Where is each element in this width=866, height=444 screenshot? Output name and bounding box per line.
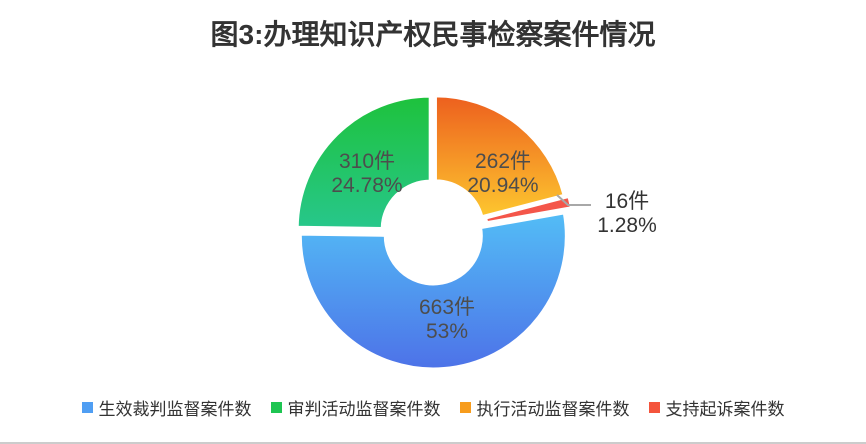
slice-label-1: 310件 24.78% <box>331 150 402 197</box>
slice-label-3: 16件 1.28% <box>597 190 657 237</box>
legend-swatch <box>459 402 471 413</box>
legend-label: 审判活动监督案件数 <box>287 400 441 419</box>
chart-legend: 生效裁判监督案件数 审判活动监督案件数 执行活动监督案件数 支持起诉案件数 <box>0 395 866 420</box>
pie-slice-0[interactable] <box>298 211 568 371</box>
legend-item-2[interactable]: 执行活动监督案件数 <box>459 395 630 420</box>
pie-slice-1[interactable] <box>295 94 432 230</box>
legend-label: 支持起诉案件数 <box>665 400 785 419</box>
legend-item-0[interactable]: 生效裁判监督案件数 <box>81 395 252 420</box>
label-leader-line <box>556 194 591 206</box>
pie-slice-3[interactable] <box>485 195 572 224</box>
legend-swatch <box>648 402 660 413</box>
donut-slices <box>295 94 572 371</box>
slice-label-2: 262件 20.94% <box>467 150 538 197</box>
chart-title: 图3:办理知识产权民事检察案件情况 <box>210 19 656 50</box>
slice-labels: 663件 53% 310件 24.78% 262件 20.94% 16件 1.28% <box>331 150 656 343</box>
legend-label: 生效裁判监督案件数 <box>98 400 252 419</box>
legend-swatch <box>270 402 282 413</box>
pie-slice-2[interactable] <box>433 94 566 219</box>
legend-item-1[interactable]: 审判活动监督案件数 <box>270 395 441 420</box>
slice-label-0: 663件 53% <box>419 296 475 343</box>
legend-label: 执行活动监督案件数 <box>476 400 630 419</box>
legend-item-3[interactable]: 支持起诉案件数 <box>648 395 785 420</box>
legend-swatch <box>81 402 93 413</box>
